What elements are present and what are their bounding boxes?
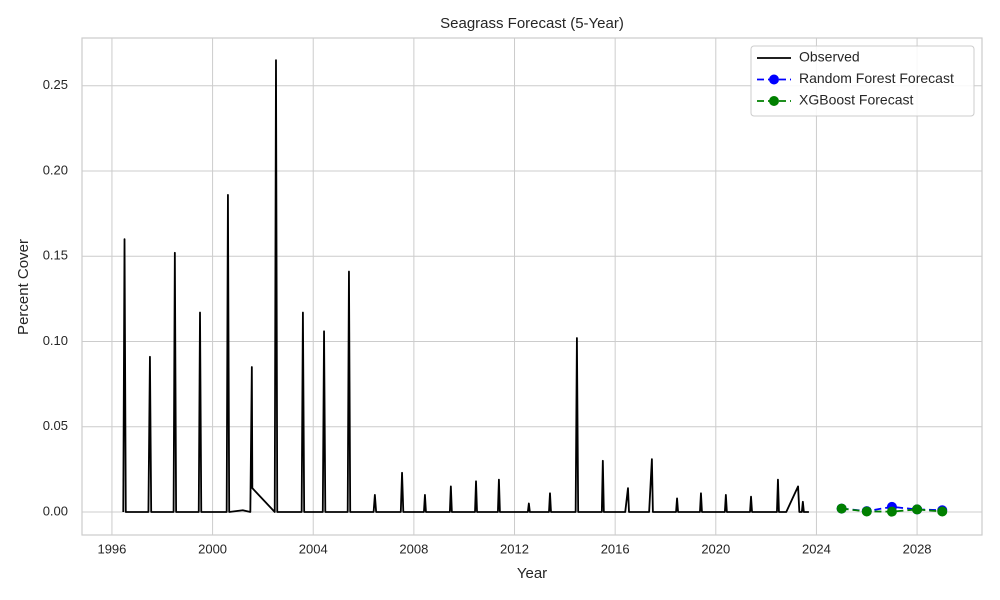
x-tick-label: 2008 xyxy=(399,541,428,556)
legend-label: Random Forest Forecast xyxy=(799,70,954,86)
data-point xyxy=(836,503,847,514)
chart-title: Seagrass Forecast (5-Year) xyxy=(440,15,624,32)
x-tick-label: 2020 xyxy=(701,541,730,556)
y-tick-label: 0.15 xyxy=(43,248,68,263)
legend-box xyxy=(750,45,975,117)
y-tick-label: 0.25 xyxy=(43,77,68,92)
y-tick-label: 0.20 xyxy=(43,162,68,177)
legend-label: XGBoost Forecast xyxy=(799,92,913,108)
x-tick-label: 2000 xyxy=(198,541,227,556)
x-tick-label: 2012 xyxy=(500,541,529,556)
data-point xyxy=(937,506,948,517)
series-line xyxy=(122,59,809,513)
legend-label: Observed xyxy=(799,49,860,65)
legend-marker xyxy=(769,96,779,106)
data-point xyxy=(912,504,923,515)
data-point xyxy=(861,506,872,517)
y-tick-label: 0.10 xyxy=(43,333,68,348)
legend-marker xyxy=(769,74,779,85)
x-tick-label: 1996 xyxy=(97,541,126,556)
y-tick-label: 0.00 xyxy=(43,503,68,518)
x-tick-label: 2024 xyxy=(802,541,831,556)
y-axis-label: Percent Cover xyxy=(15,239,32,335)
y-tick-label: 0.05 xyxy=(43,418,68,433)
data-point xyxy=(886,506,897,517)
x-axis-label: Year xyxy=(517,565,547,582)
x-tick-label: 2004 xyxy=(299,541,328,556)
plot-frame xyxy=(81,37,983,536)
x-tick-label: 2028 xyxy=(903,541,932,556)
x-tick-label: 2016 xyxy=(601,541,630,556)
legend: Observed Random Forest Forecast XGBoost Fo… xyxy=(750,45,975,117)
